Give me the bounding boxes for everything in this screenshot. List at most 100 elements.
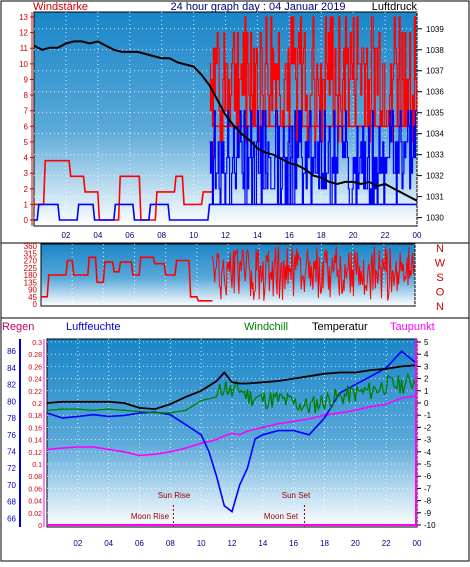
humidity-axis: 66 68 70 72 74 76 78 80 82 84 86	[7, 339, 21, 527]
dewpoint-line	[46, 394, 418, 457]
windchill-line	[46, 372, 417, 414]
wind-direction-tick-label: 270	[24, 257, 38, 266]
pressure-axis-title: Luftdruck	[372, 1, 418, 13]
wind-direction-tick-label: 90	[28, 286, 37, 295]
temperature-tick-label: -3	[424, 436, 432, 445]
pressure-tick-label: 1035	[426, 109, 444, 118]
pressure-tick-label: 1038	[426, 46, 444, 55]
wind-speed-tick-label: 6	[24, 122, 29, 131]
pressure-axis: 1030 1031 1032 1033 1034 1035 1036 1037 1038 1039	[417, 25, 444, 223]
temperature-humidity-panel: 0 0.02 0.04 0.06 0.08 0.1 0.12 0.14 0.16 0.18 0.2 0…	[7, 338, 436, 548]
wind-direction-line-dense	[211, 246, 415, 301]
x-tick-label: 16	[289, 539, 298, 548]
rain-tick-label: 0.22	[28, 389, 42, 396]
wind-direction-tick-label: 135	[24, 278, 38, 287]
wind-direction-tick-label: 225	[24, 264, 38, 273]
wind-direction-tick-label: 45	[28, 293, 37, 302]
pressure-line	[33, 40, 418, 202]
wind-average-line-dense	[209, 110, 418, 205]
x-tick-label: 10	[197, 539, 206, 548]
rain-tick-label: 0.2	[32, 401, 42, 408]
humidity-tick-label: 66	[7, 514, 16, 523]
rain-tick-label: 0.28	[28, 352, 42, 359]
temperature-tick-label: 3	[424, 362, 429, 371]
wind-direction-tick-label: 315	[24, 249, 38, 258]
humidity-line	[46, 350, 418, 513]
sun-rise-label: Sun Rise	[158, 491, 191, 500]
humidity-tick-label: 86	[7, 347, 16, 356]
temperature-tick-label: 4	[424, 350, 429, 359]
x-tick-label: 02	[61, 231, 70, 240]
temperature-tick-label: 5	[424, 338, 429, 347]
x-tick-label: 20	[349, 231, 358, 240]
temperature-tick-label: -9	[424, 509, 432, 518]
rain-tick-label: 0	[38, 523, 42, 530]
wind-average-line	[34, 203, 417, 221]
moon-set-label: Moon Set	[264, 512, 299, 521]
temperature-line	[46, 364, 418, 411]
rain-tick-label: 0.26	[28, 364, 42, 371]
humidity-tick-label: 78	[7, 414, 16, 423]
pressure-tick-label: 1032	[426, 172, 444, 181]
pressure-tick-label: 1037	[426, 67, 444, 76]
pressure-tick-label: 1036	[426, 88, 444, 97]
humidity-tick-label: 82	[7, 381, 16, 390]
wind-speed-tick-label: 1	[24, 200, 29, 209]
x-tick-label: 12	[228, 539, 237, 548]
legend-rain: Regen	[2, 321, 34, 333]
compass-label: N	[436, 301, 444, 313]
rain-tick-label: 0.14	[28, 438, 42, 445]
compass-label: W	[435, 258, 446, 270]
x-tick-label: 14	[258, 539, 267, 548]
legend-temperature: Temperatur	[312, 321, 368, 333]
wind-speed-tick-label: 4	[24, 154, 29, 163]
rain-tick-label: 0.24	[28, 377, 42, 384]
x-tick-label: 06	[135, 539, 144, 548]
x-tick-label: 22	[381, 231, 390, 240]
legend-windchill: Windchill	[244, 321, 288, 333]
compass-label: S	[436, 272, 443, 284]
temperature-tick-label: -6	[424, 472, 432, 481]
temperature-axis: 5 4 3 2 1 0 -1 -2 -3 -4 -5 -6 -7 -8 -9 -10	[417, 338, 436, 530]
wind-speed-tick-label: 13	[19, 13, 28, 22]
wind-speed-tick-label: 11	[20, 44, 29, 53]
wind-speed-tick-label: 12	[19, 29, 28, 38]
wind-gust-line	[34, 125, 417, 221]
x-tick-label: 18	[320, 539, 329, 548]
temperature-tick-label: 0	[424, 399, 429, 408]
wind-speed-axis-title: Windstärke	[33, 1, 88, 13]
x-tick-label: 08	[166, 539, 175, 548]
pressure-tick-label: 1039	[426, 25, 444, 34]
humidity-tick-label: 72	[7, 464, 16, 473]
temperature-tick-label: 2	[424, 375, 429, 384]
x-tick-label: 08	[157, 231, 166, 240]
compass-label: N	[436, 243, 444, 255]
rain-tick-label: 0.3	[32, 340, 42, 347]
wind-speed-tick-label: 3	[24, 169, 29, 178]
temperature-grid	[47, 339, 418, 527]
x-tick-label: 02	[73, 539, 82, 548]
temperature-tick-label: -2	[424, 423, 432, 432]
wind-speed-tick-label: 8	[24, 91, 29, 100]
temperature-tick-label: -4	[424, 448, 432, 457]
x-tick-label: 04	[93, 231, 102, 240]
humidity-tick-label: 84	[7, 364, 16, 373]
rain-tick-label: 0.06	[28, 486, 42, 493]
wind-speed-tick-label: 5	[24, 138, 29, 147]
rain-tick-label: 0.1	[32, 462, 42, 469]
x-tick-label: 04	[104, 539, 113, 548]
temperature-tick-label: -5	[424, 460, 432, 469]
wind-speed-tick-label: 7	[24, 107, 29, 116]
temperature-tick-label: -1	[424, 411, 432, 420]
temperature-tick-label: -10	[424, 521, 436, 530]
wind-speed-tick-label: 0	[24, 216, 29, 225]
x-tick-label: 06	[125, 231, 134, 240]
legend-humidity: Luftfeuchte	[66, 321, 120, 333]
moon-rise-label: Moon Rise	[131, 512, 170, 521]
